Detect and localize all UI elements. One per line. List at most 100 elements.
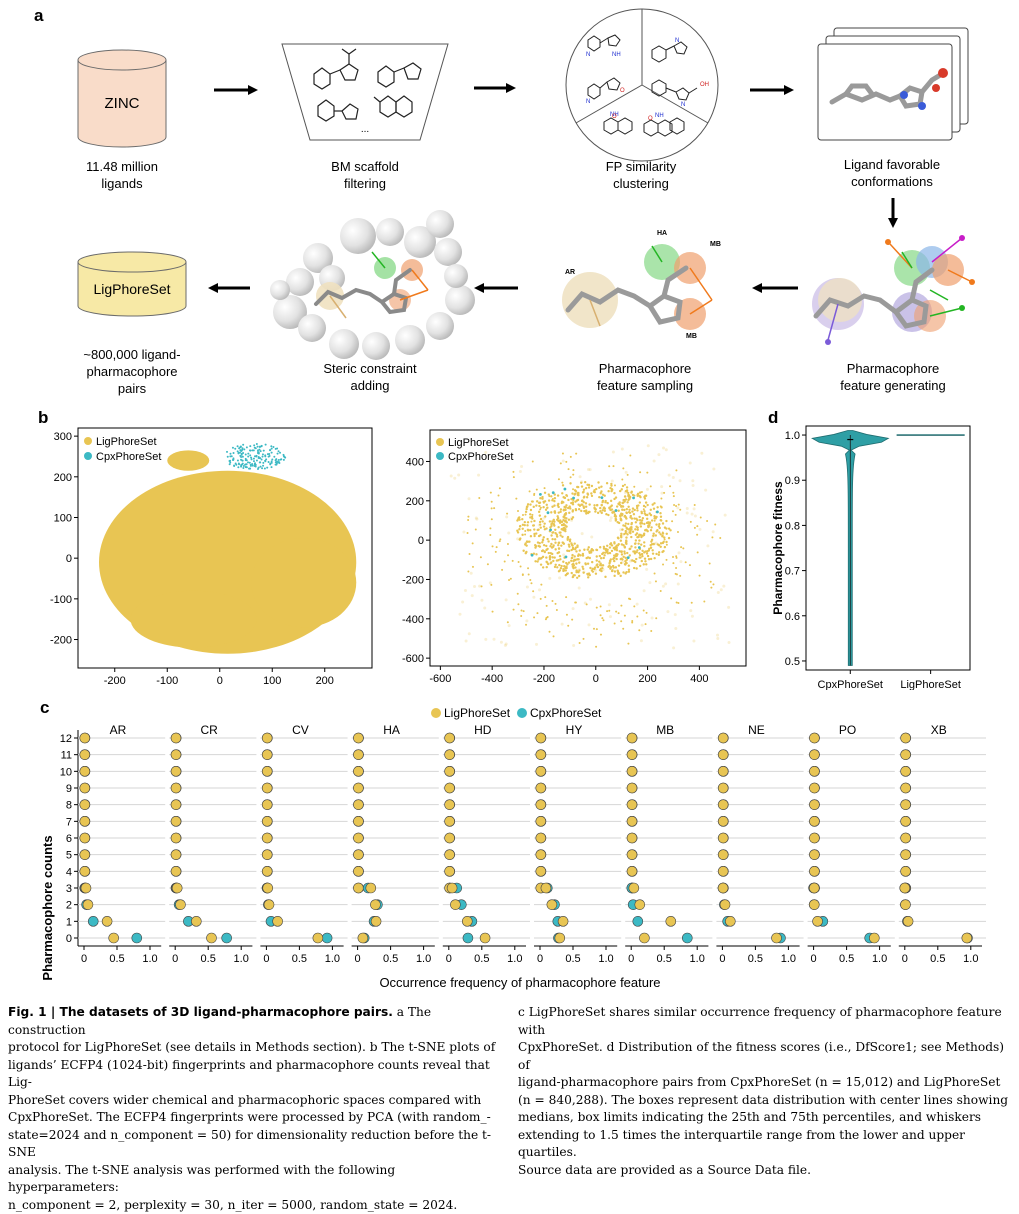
tsne-right-lig-point [545, 549, 547, 551]
tsne-right-lig-outlier [643, 508, 645, 510]
tsne-right-faint-point [691, 513, 694, 516]
facet-point-lig [809, 800, 819, 810]
tsne-right-lig-outlier [672, 556, 674, 558]
tsne-right-lig-outlier [697, 551, 699, 553]
tsne-right-lig-outlier [495, 551, 497, 553]
tsne-right-lig-point [639, 565, 641, 567]
tsne-right-lig-point [591, 495, 593, 497]
tsne-left-cpx-point [240, 464, 242, 466]
tsne-left-cpx-point [249, 468, 251, 470]
tsne-left-ytick-label: -200 [50, 635, 72, 647]
facet-point-lig [809, 850, 819, 860]
tsne-right-faint-point [505, 598, 508, 601]
tsne-right-lig-point [655, 530, 657, 532]
tsne-left-cpx-point [284, 457, 286, 459]
tsne-right-faint-point [722, 585, 725, 588]
tsne-right-faint-point [625, 471, 628, 474]
tsne-right-lig-outlier [673, 504, 675, 506]
tsne-right-lig-outlier [492, 545, 494, 547]
tsne-right-lig-point [647, 555, 649, 557]
facet-point-lig [809, 733, 819, 743]
tsne-right-lig-point [607, 552, 609, 554]
facet-point-lig [262, 733, 272, 743]
tsne-right-lig-point [572, 510, 574, 512]
tsne-right-lig-point [622, 505, 624, 507]
tsne-right-lig-point [595, 488, 597, 490]
tsne-right-lig-point [542, 539, 544, 541]
facet-point-lig [262, 800, 272, 810]
tsne-right-lig-point [525, 508, 527, 510]
tsne-right-lig-outlier [655, 617, 657, 619]
tsne-right-lig-outlier [472, 542, 474, 544]
tsne-right-lig-point [636, 509, 638, 511]
facet-ytick-label: 2 [66, 900, 72, 912]
facet-point-cpx [322, 933, 332, 943]
tsne-left-cpx-point [265, 444, 267, 446]
tsne-right-cpx-point [564, 488, 567, 491]
tsne-right-xtick-label: -400 [481, 673, 503, 685]
tsne-right-lig-outlier [631, 621, 633, 623]
tsne-right-lig-point [527, 529, 529, 531]
ligset-label: LigPhoreSet [93, 281, 170, 297]
tsne-right-lig-point [539, 545, 541, 547]
facet-point-lig [445, 850, 455, 860]
tsne-right-lig-outlier [666, 544, 668, 546]
tsne-right-faint-point [686, 511, 689, 514]
tsne-right-lig-point [530, 509, 532, 511]
tsne-right-lig-point [562, 561, 564, 563]
tsne-right-lig-point [588, 546, 590, 548]
facet-title-hy: HY [566, 723, 583, 737]
facet-point-lig [273, 916, 283, 926]
facet-xtick-label: 0.5 [292, 953, 307, 965]
tsne-right-lig-outlier [574, 601, 576, 603]
tsne-right-lig-outlier [507, 621, 509, 623]
facet-point-lig [80, 816, 90, 826]
legend-cpx: CpxPhoreSet [530, 706, 602, 720]
tsne-right-lig-outlier [545, 617, 547, 619]
tsne-right-lig-point [578, 575, 580, 577]
tsne-left-cpx-point [265, 458, 267, 460]
tsne-right-lig-outlier [627, 643, 629, 645]
tsne-right-lig-point [615, 566, 617, 568]
tsne-right-lig-point [651, 543, 653, 545]
tsne-right-lig-point [566, 550, 568, 552]
tsne-right-lig-point [552, 531, 554, 533]
tsne-right-lig-point [532, 524, 534, 526]
tsne-left-xtick-label: 200 [316, 675, 334, 687]
tsne-right-faint-point [610, 516, 613, 519]
tsne-left-cpx-point [229, 462, 231, 464]
tsne-left-cpx-point [233, 452, 235, 454]
tsne-right-lig-outlier [712, 583, 714, 585]
tsne-right-lig-outlier [518, 561, 520, 563]
tsne-left-cpx-point [256, 459, 258, 461]
tsne-right-lig-outlier [706, 520, 708, 522]
facet-point-lig [366, 883, 376, 893]
tsne-right-lig-outlier [620, 605, 622, 607]
tsne-right-lig-outlier [570, 476, 572, 478]
tsne-right-lig-point [571, 492, 573, 494]
tsne-right-lig-outlier [517, 603, 519, 605]
tsne-right-lig-point [620, 533, 622, 535]
facet-point-lig [901, 850, 911, 860]
tsne-right-lig-point [634, 509, 636, 511]
tsne-right-lig-point [599, 569, 601, 571]
facet-point-lig [262, 766, 272, 776]
tsne-right-lig-outlier [649, 512, 651, 514]
facet-point-lig [718, 733, 728, 743]
tsne-right-lig-point [554, 497, 556, 499]
tsne-right-lig-point [650, 558, 652, 560]
tsne-right-lig-point [538, 511, 540, 513]
tsne-right-lig-point [529, 513, 531, 515]
tsne-right-lig-point [616, 569, 618, 571]
tsne-left-xtick-label: -100 [156, 675, 178, 687]
caption-line: n_component = 2, perplexity = 30, n_iter… [8, 1197, 508, 1214]
tsne-right-lig-point [635, 534, 637, 536]
tsne-right-faint-point [716, 637, 719, 640]
tsne-right-lig-point [637, 542, 639, 544]
caption-line: ligands’ ECFP4 (1024-bit) fingerprints a… [8, 1057, 508, 1092]
tsne-right-cpx-point [627, 556, 630, 559]
tsne-right-lig-point [581, 566, 583, 568]
tsne-right-lig-point [565, 506, 567, 508]
facet-point-lig [171, 733, 181, 743]
tsne-right-lig-point [554, 538, 556, 540]
